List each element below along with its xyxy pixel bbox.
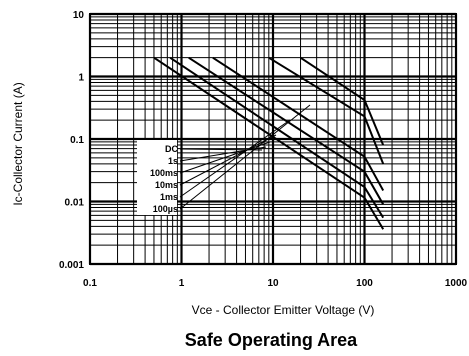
chart-grid [88,12,458,266]
y-tick-label: 0.1 [70,135,84,146]
y-tick-label: 0.001 [59,260,84,271]
chart-title: Safe Operating Area [185,330,358,350]
series-layer [153,56,385,230]
x-tick-label: 1 [179,278,185,289]
legend-leader-line [179,119,291,198]
legend-entry-1ms: 1ms [160,192,178,202]
legend-leader-line [179,134,277,186]
soa-curve-0 [153,56,385,230]
x-axis-title: Vce - Collector Emitter Voltage (V) [192,303,375,317]
y-axis-title: Ic-Collector Current (A) [11,82,25,205]
x-tick-label: 1000 [445,278,468,289]
y-tick-label: 0.01 [65,198,85,209]
y-tick-label: 1 [78,73,84,84]
y-tick-label: 10 [73,10,85,21]
x-tick-label: 10 [267,278,279,289]
y-tick-labels: 10 1 0.1 0.01 0.001 [59,10,84,271]
legend-entry-10ms: 10ms [155,180,178,190]
legend-leader-line [179,104,311,210]
x-tick-label: 0.1 [83,278,97,289]
legend-entry-1s: 1s [168,156,178,166]
legend: DC 1s 100ms 10ms 1ms 100µs [137,104,311,215]
legend-background [137,140,177,215]
legend-leader-line [179,141,271,174]
soa-curve-2 [188,56,385,205]
legend-entry-100us: 100µs [153,204,178,214]
soa-curve-5 [299,56,385,146]
x-axis-title-prefix: Vce [192,303,213,317]
plot-frame [89,13,457,265]
x-axis-title-rest: - Collector Emitter Voltage (V) [212,303,374,317]
legend-entry-100ms: 100ms [150,168,178,178]
legend-leader-line [179,146,267,162]
x-tick-label: 100 [356,278,373,289]
soa-curve-1 [169,56,385,219]
soa-curve-3 [212,56,385,191]
soa-curve-4 [268,56,385,165]
legend-entry-dc: DC [165,144,178,154]
x-tick-labels: 0.1 1 10 100 1000 [83,278,468,289]
